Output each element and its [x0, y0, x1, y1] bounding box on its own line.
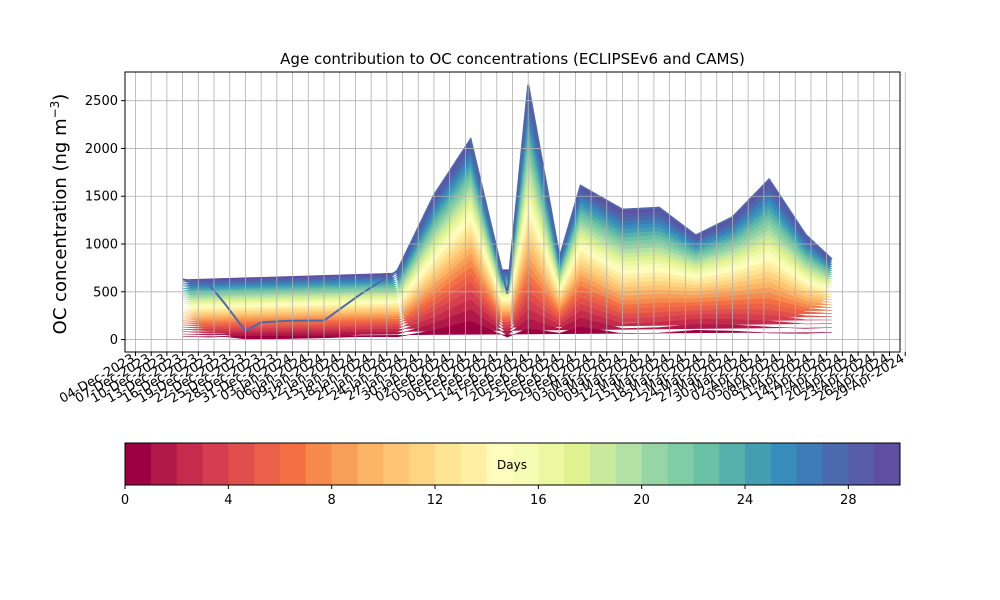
colorbar-swatch — [150, 443, 178, 485]
grid — [125, 72, 906, 352]
y-axis-label: OC concentration (ng m−3) — [48, 94, 71, 335]
colorbar-frame — [124, 442, 901, 486]
colorbar-swatch — [460, 443, 488, 485]
colorbar: 0 4 8 12 16 20 24 28 — [121, 442, 901, 508]
colorbar-swatch — [202, 443, 229, 485]
y-axis-label-sup: −3 — [48, 101, 62, 119]
colorbar-swatch — [176, 443, 203, 485]
colorbar-swatch — [305, 443, 333, 485]
chart-title: Age contribution to OC concentrations (E… — [280, 50, 745, 68]
total-line — [182, 84, 833, 333]
colorbar-swatch — [383, 443, 410, 485]
y-tick-label: 1500 — [85, 190, 118, 205]
y-axis-label-main: OC concentration (ng m — [50, 118, 71, 334]
colorbar-swatch — [796, 443, 823, 485]
y-tick-label: 2000 — [85, 142, 118, 157]
plot-area: 0500100015002000250004-Dec-202307-Dec-20… — [57, 71, 907, 407]
colorbar-swatch — [125, 443, 152, 485]
y-axis-label-close: ) — [50, 94, 71, 101]
colorbar-tick-label: 24 — [737, 493, 754, 508]
colorbar-label: Days — [497, 458, 527, 472]
colorbar-swatch — [745, 443, 772, 485]
colorbar-swatch — [331, 443, 358, 485]
colorbar-swatch — [874, 443, 901, 485]
colorbar-swatch — [770, 443, 798, 485]
y-tick-label: 2500 — [85, 94, 118, 109]
colorbar-swatch — [280, 443, 307, 485]
colorbar-swatch — [512, 443, 539, 485]
colorbar-swatch — [564, 443, 591, 485]
y-tick-label: 500 — [93, 285, 118, 300]
colorbar-tick-label: 20 — [633, 493, 650, 508]
colorbar-swatch — [357, 443, 384, 485]
colorbar-tick-label: 16 — [530, 493, 547, 508]
colorbar-swatch — [538, 443, 565, 485]
colorbar-swatch — [435, 443, 462, 485]
colorbar-swatch — [615, 443, 643, 485]
y-tick-label: 0 — [110, 333, 118, 348]
colorbar-swatch — [486, 443, 513, 485]
colorbar-swatch — [409, 443, 436, 485]
age-band-1 — [182, 320, 832, 340]
colorbar-tick-label: 0 — [121, 493, 129, 508]
colorbar-swatch — [822, 443, 849, 485]
colorbar-swatch — [590, 443, 617, 485]
y-tick-label: 1000 — [85, 238, 118, 253]
colorbar-tick-label: 4 — [224, 493, 232, 508]
colorbar-swatch — [693, 443, 720, 485]
colorbar-swatch — [667, 443, 694, 485]
colorbar-tick-label: 28 — [840, 493, 857, 508]
colorbar-swatch — [848, 443, 875, 485]
colorbar-swatch — [719, 443, 746, 485]
colorbar-swatch — [254, 443, 281, 485]
colorbar-swatch — [228, 443, 255, 485]
colorbar-tick-label: 8 — [328, 493, 336, 508]
colorbar-swatch — [641, 443, 668, 485]
colorbar-tick-label: 12 — [427, 493, 444, 508]
